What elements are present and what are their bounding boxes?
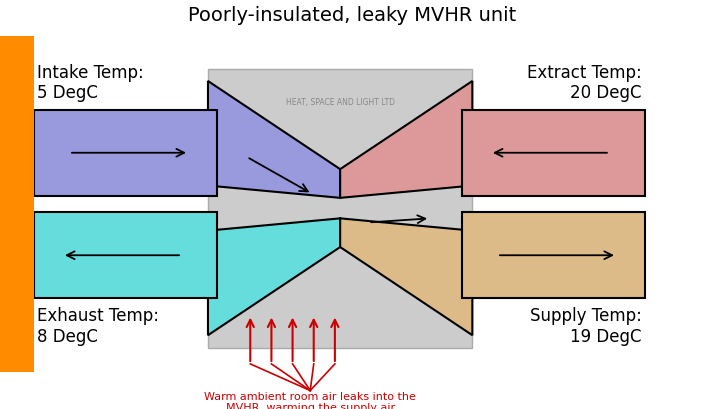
Bar: [462, 110, 645, 196]
Text: Warm ambient room air leaks into the
MVHR, warming the supply air: Warm ambient room air leaks into the MVH…: [204, 391, 416, 409]
Polygon shape: [340, 219, 472, 335]
Polygon shape: [340, 82, 472, 198]
Text: Intake Temp:
5 DegC: Intake Temp: 5 DegC: [37, 63, 144, 102]
Text: Poorly-insulated, leaky MVHR unit: Poorly-insulated, leaky MVHR unit: [188, 6, 517, 25]
Bar: [34, 110, 217, 196]
Polygon shape: [208, 82, 340, 198]
Bar: [34, 213, 217, 299]
Text: Extract Temp:
20 DegC: Extract Temp: 20 DegC: [527, 63, 642, 102]
Text: Exhaust Temp:
8 DegC: Exhaust Temp: 8 DegC: [37, 307, 159, 346]
Text: Supply Temp:
19 DegC: Supply Temp: 19 DegC: [529, 307, 642, 346]
Text: HEAT, SPACE AND LIGHT LTD: HEAT, SPACE AND LIGHT LTD: [286, 98, 395, 107]
Polygon shape: [208, 219, 340, 335]
Bar: [208, 70, 472, 348]
Bar: [462, 213, 645, 299]
Bar: [0, 37, 34, 372]
